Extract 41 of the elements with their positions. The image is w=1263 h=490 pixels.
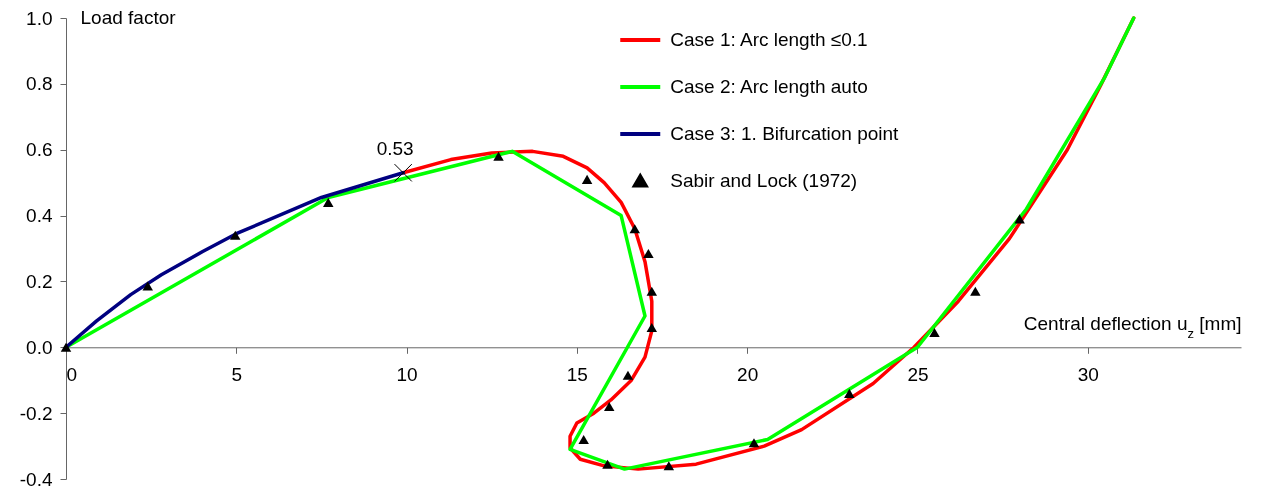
x-tick-label: 10 [396, 363, 418, 385]
y-tick-label: 0.4 [26, 205, 53, 227]
y-tick-label: 0.2 [26, 270, 53, 292]
point [629, 224, 641, 234]
point [602, 459, 613, 469]
x-axis-title: Central deflection u$_{z}$ [mm] [1023, 312, 1242, 341]
point [603, 402, 615, 412]
point [646, 286, 658, 296]
legend-label: Case 1: Arc length ≤0.1 [670, 29, 868, 50]
point [929, 327, 940, 338]
legend-label: Case 2: Arc length auto [670, 76, 868, 97]
point [643, 248, 654, 258]
point [622, 370, 634, 380]
point [1014, 214, 1025, 224]
point [844, 388, 855, 398]
x-tick-label: 20 [737, 363, 759, 385]
x-tick-label: 30 [1077, 363, 1099, 385]
y-tick-label: 1.0 [26, 7, 53, 29]
x-tick-label: 0 [66, 363, 78, 385]
y-axis-title: Load factor [80, 6, 177, 28]
point [748, 438, 760, 448]
y-tick-label: -0.2 [19, 402, 53, 424]
point [493, 151, 504, 161]
y-tick-label: -0.4 [19, 468, 53, 490]
point [323, 197, 334, 207]
point [663, 461, 675, 471]
point [142, 281, 153, 291]
annotation: 0.53 [376, 137, 414, 159]
y-tick-label: 0.0 [26, 336, 53, 358]
y-tick-label: 0.6 [26, 139, 53, 161]
legend-label: Case 3: 1. Bifurcation point [670, 123, 900, 144]
x-tick-label: 5 [231, 363, 243, 385]
point [646, 322, 658, 333]
legend-label: Sabir and Lock (1972) [670, 170, 858, 191]
point [970, 286, 981, 296]
point [581, 174, 593, 184]
x-tick-label: 25 [907, 363, 929, 385]
point [578, 434, 589, 445]
y-tick-label: 0.8 [26, 73, 53, 95]
x-tick-label: 15 [566, 363, 588, 385]
point [230, 230, 241, 240]
